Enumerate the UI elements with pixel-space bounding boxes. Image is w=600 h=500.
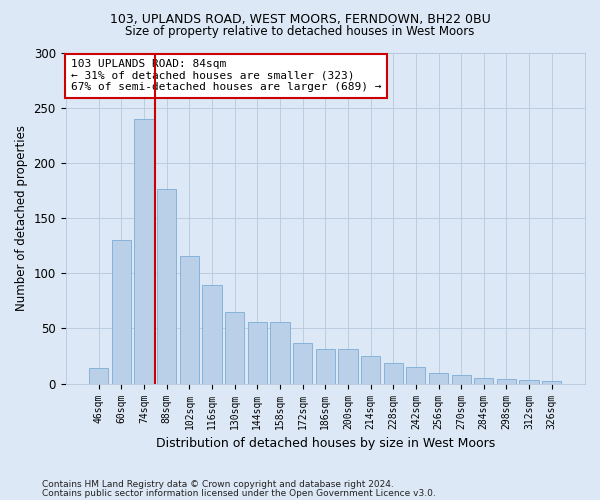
X-axis label: Distribution of detached houses by size in West Moors: Distribution of detached houses by size …: [155, 437, 495, 450]
Bar: [542, 382, 562, 384]
Bar: [429, 372, 448, 384]
Text: 103 UPLANDS ROAD: 84sqm
← 31% of detached houses are smaller (323)
67% of semi-d: 103 UPLANDS ROAD: 84sqm ← 31% of detache…: [71, 59, 381, 92]
Text: Size of property relative to detached houses in West Moors: Size of property relative to detached ho…: [125, 25, 475, 38]
Bar: [134, 118, 154, 384]
Bar: [112, 240, 131, 384]
Text: Contains public sector information licensed under the Open Government Licence v3: Contains public sector information licen…: [42, 489, 436, 498]
Bar: [271, 322, 290, 384]
Bar: [383, 362, 403, 384]
Text: Contains HM Land Registry data © Crown copyright and database right 2024.: Contains HM Land Registry data © Crown c…: [42, 480, 394, 489]
Bar: [248, 322, 267, 384]
Bar: [406, 367, 425, 384]
Bar: [316, 350, 335, 384]
Bar: [474, 378, 493, 384]
Bar: [157, 190, 176, 384]
Bar: [520, 380, 539, 384]
Bar: [497, 380, 516, 384]
Bar: [452, 375, 471, 384]
Bar: [89, 368, 109, 384]
Bar: [225, 312, 244, 384]
Bar: [202, 286, 221, 384]
Bar: [180, 256, 199, 384]
Bar: [338, 350, 358, 384]
Bar: [293, 343, 312, 384]
Text: 103, UPLANDS ROAD, WEST MOORS, FERNDOWN, BH22 0BU: 103, UPLANDS ROAD, WEST MOORS, FERNDOWN,…: [110, 12, 490, 26]
Y-axis label: Number of detached properties: Number of detached properties: [15, 125, 28, 311]
Bar: [361, 356, 380, 384]
